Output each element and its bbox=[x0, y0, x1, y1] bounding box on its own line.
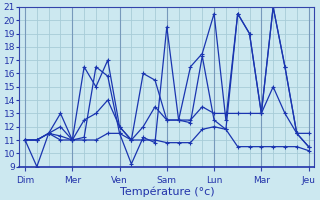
X-axis label: Température (°c): Température (°c) bbox=[119, 186, 214, 197]
